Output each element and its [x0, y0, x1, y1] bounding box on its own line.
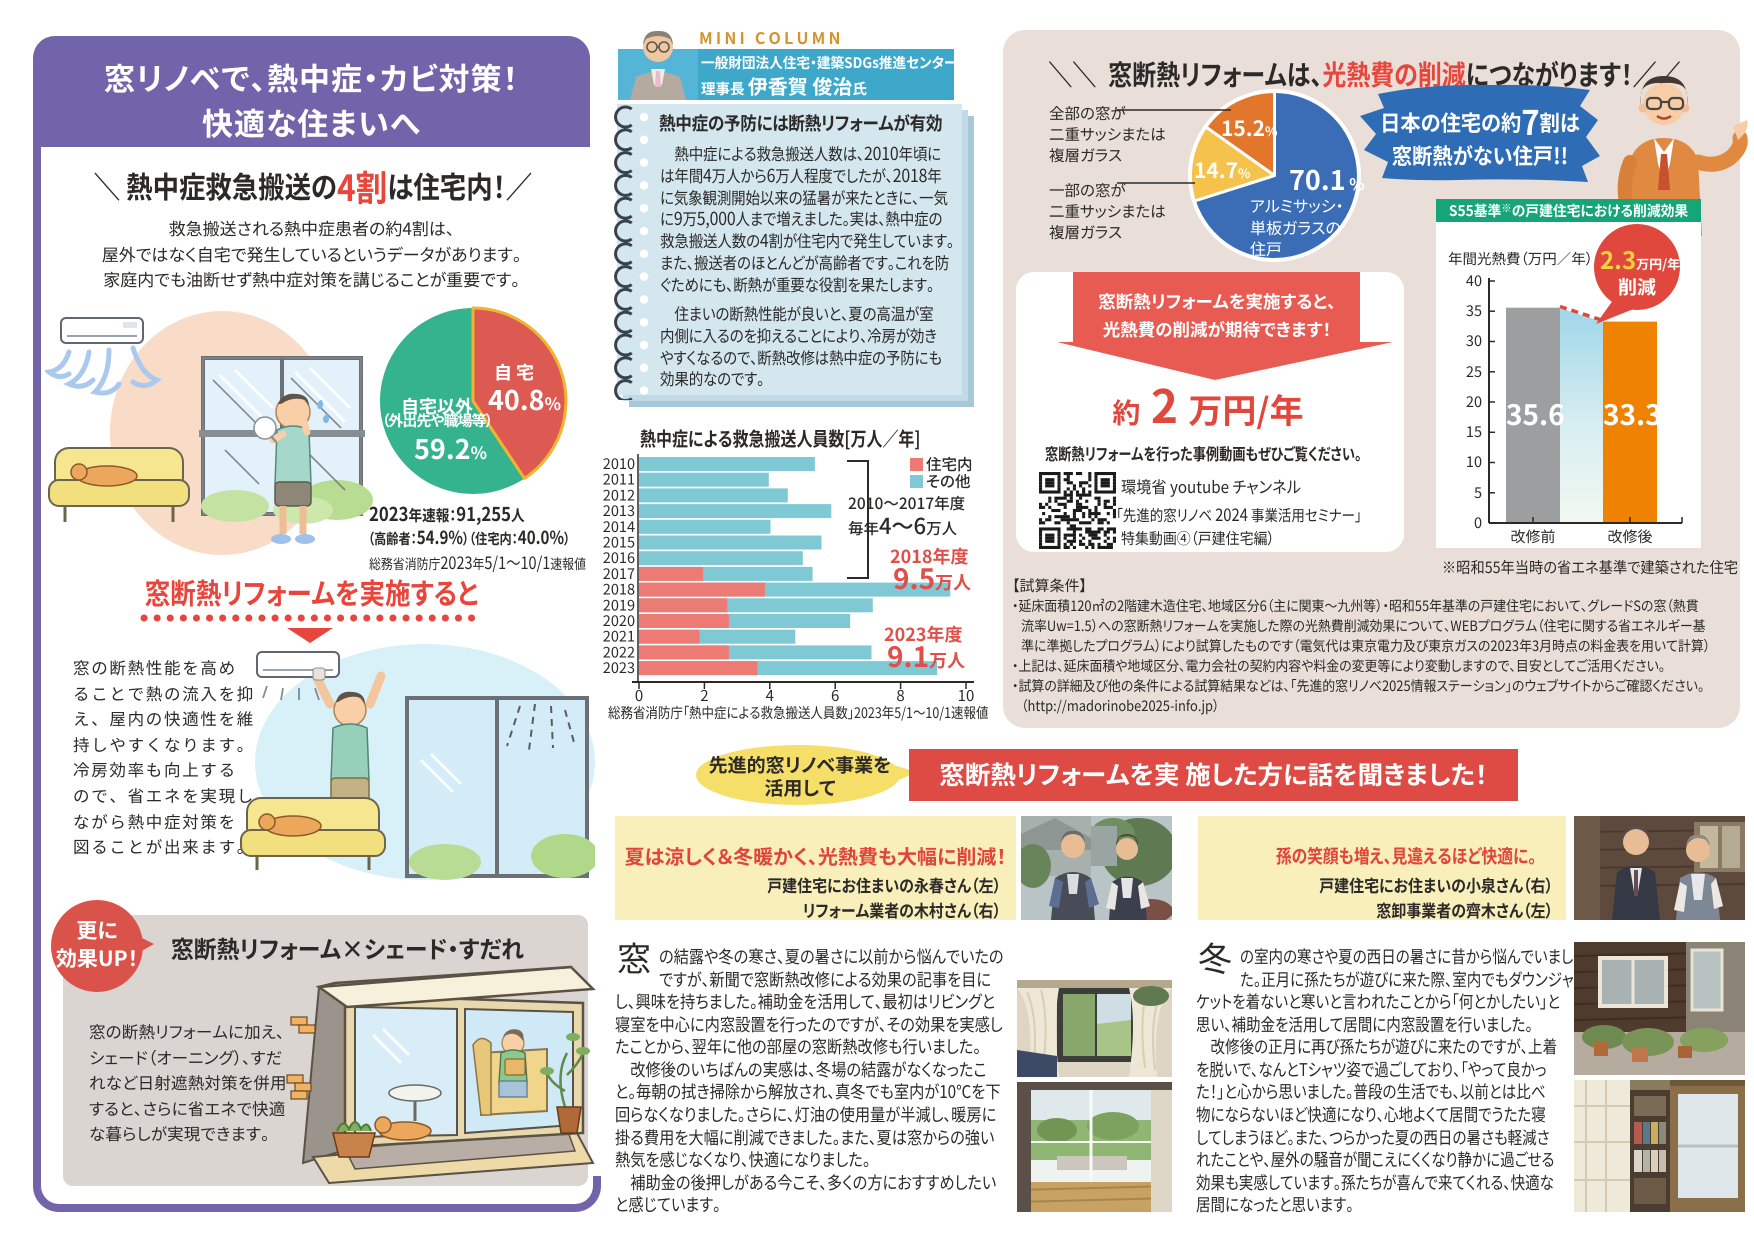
svg-text:2021: 2021 — [603, 626, 635, 647]
svg-text:2015: 2015 — [603, 532, 635, 553]
svg-text:住宅内: 住宅内 — [926, 453, 973, 475]
svg-text:2019: 2019 — [603, 594, 635, 615]
svg-text:2012: 2012 — [603, 484, 635, 505]
svg-text:8: 8 — [896, 685, 904, 706]
svg-text:2023: 2023 — [603, 657, 635, 678]
svg-text:30: 30 — [1466, 330, 1482, 351]
svg-text:2011: 2011 — [603, 469, 635, 490]
svg-text:2010: 2010 — [603, 453, 635, 474]
svg-text:2013: 2013 — [603, 500, 635, 521]
svg-text:2016: 2016 — [603, 547, 635, 568]
svg-text:0: 0 — [1474, 512, 1482, 533]
svg-text:2020: 2020 — [603, 610, 635, 631]
svg-text:15: 15 — [1466, 421, 1482, 442]
svg-text:10: 10 — [1466, 451, 1482, 472]
svg-text:2018: 2018 — [603, 579, 635, 600]
svg-text:10: 10 — [958, 685, 975, 706]
svg-text:35: 35 — [1466, 300, 1482, 321]
svg-text:4: 4 — [766, 685, 774, 706]
svg-text:その他: その他 — [926, 470, 970, 492]
svg-text:2022: 2022 — [603, 641, 635, 662]
svg-text:2014: 2014 — [603, 516, 635, 537]
svg-text:25: 25 — [1466, 361, 1482, 382]
svg-text:40: 40 — [1466, 270, 1482, 291]
svg-text:0: 0 — [635, 685, 643, 706]
svg-text:6: 6 — [831, 685, 839, 706]
svg-text:2017: 2017 — [603, 563, 635, 584]
svg-text:2: 2 — [700, 685, 708, 706]
svg-text:20: 20 — [1466, 391, 1482, 412]
svg-text:5: 5 — [1474, 482, 1482, 503]
